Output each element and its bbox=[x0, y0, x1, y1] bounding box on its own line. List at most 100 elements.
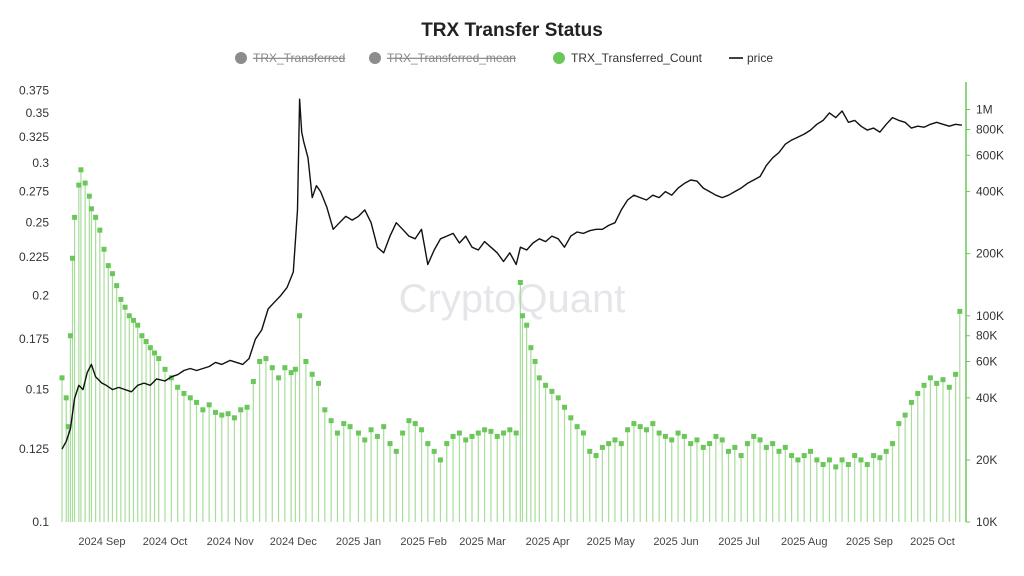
count-marker bbox=[347, 424, 353, 430]
count-marker bbox=[549, 388, 555, 394]
count-marker bbox=[946, 384, 952, 390]
count-marker bbox=[789, 453, 795, 459]
count-marker bbox=[303, 359, 309, 365]
count-marker bbox=[599, 444, 605, 450]
count-marker bbox=[238, 407, 244, 413]
x-tick-label: 2024 Nov bbox=[207, 536, 255, 548]
count-marker bbox=[200, 407, 206, 413]
x-axis: 2024 Sep 2024 Oct 2024 Nov 2024 Dec 2025 Jan… bbox=[78, 536, 954, 548]
count-marker bbox=[562, 404, 568, 410]
x-tick-label: 2025 Jan bbox=[336, 536, 381, 548]
count-marker bbox=[244, 404, 250, 410]
count-marker bbox=[494, 433, 500, 439]
left-tick-label: 0.35 bbox=[26, 106, 50, 120]
count-markers bbox=[59, 167, 963, 470]
count-marker bbox=[181, 390, 187, 396]
left-tick-label: 0.375 bbox=[19, 83, 49, 97]
count-marker bbox=[795, 457, 801, 463]
right-tick-label: 60K bbox=[976, 355, 997, 369]
count-marker bbox=[469, 433, 475, 439]
count-marker bbox=[76, 182, 82, 188]
count-marker bbox=[143, 339, 149, 345]
count-marker bbox=[845, 462, 851, 468]
left-tick-label: 0.275 bbox=[19, 185, 49, 199]
left-tick-label: 0.325 bbox=[19, 130, 49, 144]
count-marker bbox=[374, 433, 380, 439]
count-marker bbox=[934, 380, 940, 386]
count-marker bbox=[82, 180, 88, 186]
count-marker bbox=[776, 448, 782, 454]
count-marker bbox=[501, 430, 507, 436]
x-tick-label: 2025 Apr bbox=[526, 536, 570, 548]
legend-item[interactable]: TRX_Transferred bbox=[235, 51, 345, 65]
count-marker bbox=[543, 382, 549, 388]
count-marker bbox=[400, 430, 406, 436]
legend-item[interactable]: price bbox=[729, 51, 773, 65]
count-marker bbox=[431, 448, 437, 454]
count-marker bbox=[864, 462, 870, 468]
legend-item[interactable]: TRX_Transferred_Count bbox=[553, 51, 703, 65]
count-marker bbox=[555, 395, 561, 401]
count-marker bbox=[334, 430, 340, 436]
count-marker bbox=[152, 350, 158, 356]
count-marker bbox=[316, 380, 322, 386]
left-tick-label: 0.125 bbox=[19, 442, 49, 456]
count-marker bbox=[618, 441, 624, 447]
right-tick-label: 800K bbox=[976, 122, 1004, 136]
legend-item[interactable]: TRX_Transferred_mean bbox=[369, 51, 516, 65]
count-marker bbox=[109, 271, 115, 277]
x-tick-label: 2025 Aug bbox=[781, 536, 828, 548]
count-marker bbox=[419, 427, 425, 433]
count-marker bbox=[175, 384, 181, 390]
count-marker bbox=[297, 313, 303, 319]
x-tick-label: 2025 Jun bbox=[653, 536, 698, 548]
count-marker bbox=[406, 418, 412, 424]
legend-label: TRX_Transferred_Count bbox=[571, 51, 703, 65]
count-marker bbox=[675, 430, 681, 436]
count-marker bbox=[820, 462, 826, 468]
left-tick-label: 0.2 bbox=[32, 289, 49, 303]
count-marker bbox=[593, 453, 599, 459]
count-marker bbox=[59, 375, 65, 381]
count-marker bbox=[67, 333, 73, 339]
legend[interactable]: TRX_Transferred TRX_Transferred_mean TRX_T… bbox=[235, 51, 773, 65]
count-marker bbox=[122, 304, 128, 310]
count-marker bbox=[763, 444, 769, 450]
count-marker bbox=[587, 448, 593, 454]
right-tick-label: 80K bbox=[976, 329, 997, 343]
x-tick-label: 2024 Sep bbox=[78, 536, 125, 548]
count-marker bbox=[412, 421, 418, 427]
count-marker bbox=[444, 441, 450, 447]
count-marker bbox=[187, 395, 193, 401]
x-tick-label: 2025 Sep bbox=[846, 536, 893, 548]
count-marker bbox=[139, 333, 145, 339]
count-marker bbox=[292, 366, 298, 372]
left-axis: 0.1 0.125 0.15 0.175 0.2 0.225 0.25 0.275 0.3 0.3… bbox=[19, 83, 49, 529]
count-marker bbox=[482, 427, 488, 433]
count-marker bbox=[921, 382, 927, 388]
count-marker bbox=[940, 377, 946, 383]
count-marker bbox=[475, 430, 481, 436]
x-tick-label: 2025 May bbox=[587, 536, 636, 548]
count-marker bbox=[322, 407, 328, 413]
count-marker bbox=[957, 308, 963, 314]
count-marker bbox=[393, 448, 399, 454]
x-tick-label: 2025 Feb bbox=[400, 536, 446, 548]
count-marker bbox=[700, 444, 706, 450]
count-marker bbox=[528, 345, 534, 351]
count-marker bbox=[852, 453, 858, 459]
right-tick-label: 1M bbox=[976, 103, 993, 117]
count-marker bbox=[488, 428, 494, 434]
count-marker bbox=[896, 421, 902, 427]
right-tick-label: 40K bbox=[976, 391, 997, 405]
count-marker bbox=[231, 415, 237, 421]
count-marker bbox=[902, 412, 908, 418]
chart-title: TRX Transfer Status bbox=[421, 20, 603, 41]
count-marker bbox=[871, 453, 877, 459]
x-tick-label: 2025 Mar bbox=[459, 536, 506, 548]
count-marker bbox=[78, 167, 84, 173]
count-marker bbox=[637, 424, 643, 430]
count-marker bbox=[114, 283, 120, 289]
count-marker bbox=[263, 356, 269, 362]
